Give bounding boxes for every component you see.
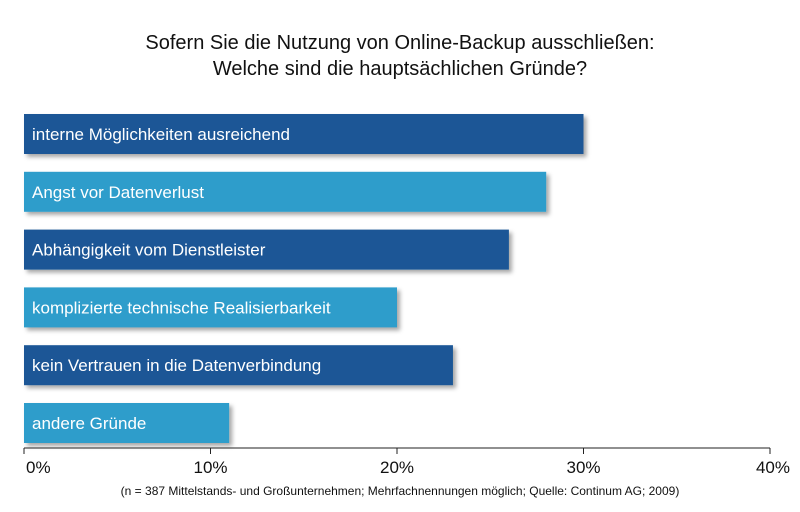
- bar-2: [24, 171, 547, 212]
- x-tick-label-2: 20%: [380, 458, 414, 477]
- bar-3: [24, 229, 509, 270]
- x-axis: 0% 10% 20% 30% 40%: [23, 447, 790, 477]
- bar-6: [24, 403, 230, 443]
- bar-label-6: andere Gründe: [32, 414, 146, 433]
- chart-title: Sofern Sie die Nutzung von Online-Backup…: [0, 30, 800, 82]
- bar-label-2: Angst vor Datenverlust: [32, 183, 204, 202]
- chart-footnote: (n = 387 Mittelstands- und Großunternehm…: [120, 484, 680, 498]
- bar-label-3: Abhängigkeit vom Dienstleister: [32, 241, 266, 260]
- chart-title-line-2: Welche sind die hauptsächlichen Gründe?: [212, 58, 588, 80]
- x-tick-label-1: 10%: [193, 458, 227, 477]
- bar-5: [24, 345, 453, 386]
- bar-4: [24, 287, 397, 328]
- bar-1: [24, 114, 584, 154]
- chart-title-line-1: Sofern Sie die Nutzung von Online-Backup…: [145, 32, 655, 54]
- x-tick-label-3: 30%: [566, 458, 600, 477]
- x-tick-label-4: 40%: [756, 458, 790, 477]
- bar-label-5: kein Vertrauen in die Datenverbindung: [32, 356, 321, 375]
- bar-label-4: komplizierte technische Realisierbarkeit: [32, 298, 331, 317]
- bars-group: interne Möglichkeiten ausreichend Angst v…: [24, 114, 584, 443]
- x-tick-label-0: 0%: [26, 458, 51, 477]
- bar-label-1: interne Möglichkeiten ausreichend: [32, 125, 290, 144]
